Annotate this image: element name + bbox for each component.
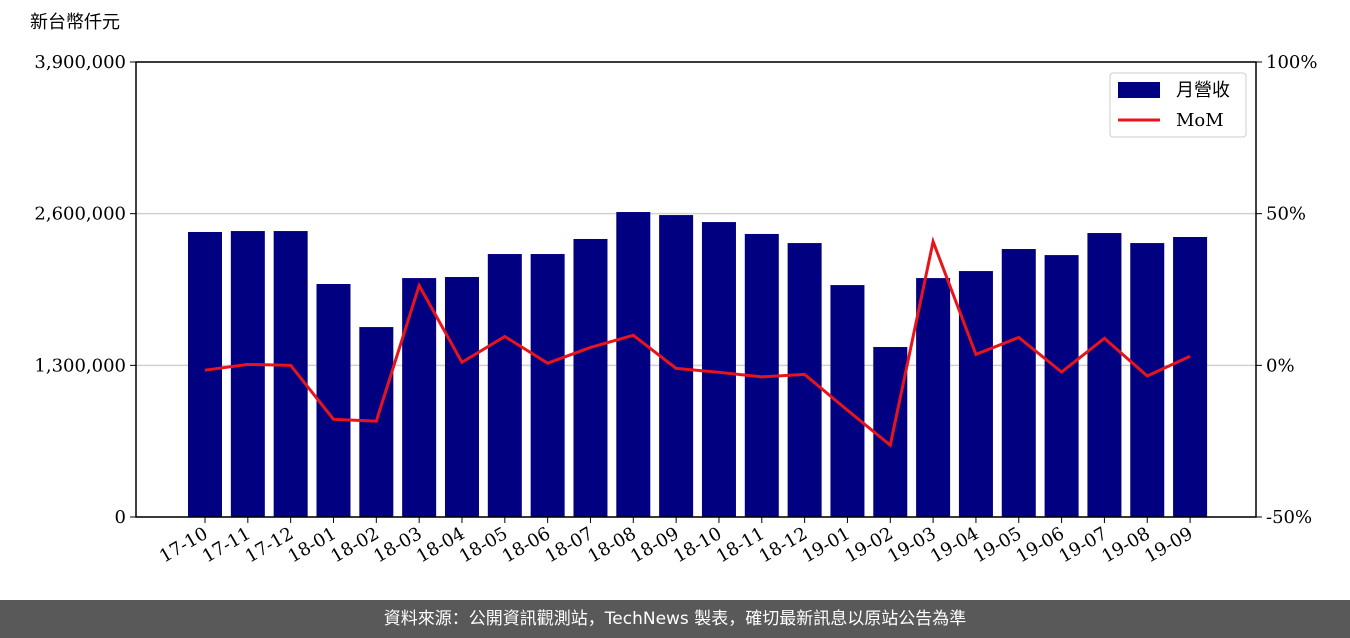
- y2-tick-label: -50%: [1266, 507, 1312, 528]
- y-tick-label: 2,600,000: [34, 204, 126, 225]
- x-tick-label: 19-02: [841, 523, 896, 567]
- bar: [1087, 233, 1122, 518]
- x-tick-label: 18-08: [584, 523, 639, 567]
- bar: [188, 231, 222, 517]
- x-tick-label: 19-04: [927, 523, 982, 567]
- bar: [487, 254, 522, 518]
- x-tick-label: 18-03: [370, 523, 425, 567]
- x-tick-label: 19-09: [1141, 523, 1196, 567]
- x-tick-label: 17-10: [156, 523, 211, 567]
- line: [204, 236, 1191, 448]
- bar: [1130, 243, 1165, 518]
- bar: [1173, 237, 1208, 517]
- x-tick-label: 19-06: [1013, 523, 1068, 567]
- legend-label: 月營收: [1176, 80, 1230, 101]
- bar: [616, 212, 651, 518]
- bar: [316, 284, 351, 517]
- x-tick-label: 18-11: [713, 523, 768, 567]
- x-tick-label: 18-04: [413, 523, 468, 567]
- footer: 資料來源：公開資訊觀測站，TechNews 製表，確切最新訊息以原站公告為準: [0, 600, 1350, 638]
- bar: [530, 254, 565, 518]
- bar: [1044, 255, 1079, 518]
- y-axis-unit: 新台幣仟元: [30, 12, 120, 33]
- bar: [573, 238, 608, 517]
- x-tick-label: 17-12: [242, 523, 297, 567]
- x-tick-label: 18-07: [542, 523, 597, 567]
- bar: [444, 277, 479, 517]
- bar: [273, 231, 308, 518]
- y-tick-label: 0: [115, 507, 126, 528]
- chart: 新台幣仟元 0 1,300,000 2,600,000 3,900,000 -50% 0%…: [30, 12, 1317, 567]
- bar: [402, 278, 437, 517]
- bar: [916, 278, 951, 517]
- y2-tick-label: 0%: [1266, 355, 1295, 376]
- plot-frame: [135, 61, 1257, 518]
- y-tick-label: 3,900,000: [34, 52, 126, 73]
- y2-tick-label: 100%: [1266, 52, 1317, 73]
- x-tick-label: 19-08: [1098, 523, 1153, 567]
- x-tick-label: 18-10: [670, 523, 725, 567]
- x-tick-label: 19-01: [799, 523, 854, 567]
- bar: [701, 222, 736, 518]
- x-tick-label: 18-09: [627, 523, 682, 567]
- x-tick-label: 18-01: [285, 523, 340, 567]
- x-tick-label: 17-11: [199, 523, 254, 567]
- bar: [958, 271, 993, 517]
- bar: [1001, 249, 1036, 517]
- legend-label: MoM: [1176, 110, 1224, 131]
- x-tick-label: 19-07: [1055, 523, 1110, 567]
- bar: [873, 347, 908, 517]
- x-tick-label: 18-12: [756, 523, 811, 567]
- x-tick-label: 18-06: [499, 523, 554, 567]
- x-tick-label: 18-05: [456, 523, 511, 567]
- bar: [659, 215, 694, 518]
- bar: [787, 243, 822, 518]
- y-tick-label: 1,300,000: [34, 355, 126, 376]
- y2-tick-label: 50%: [1266, 204, 1306, 225]
- legend-swatch: [1118, 82, 1160, 98]
- x-tick-label: 19-03: [884, 523, 939, 567]
- bar: [230, 231, 265, 518]
- x-tick-label: 18-02: [327, 523, 382, 567]
- x-tick-label: 19-05: [970, 523, 1025, 567]
